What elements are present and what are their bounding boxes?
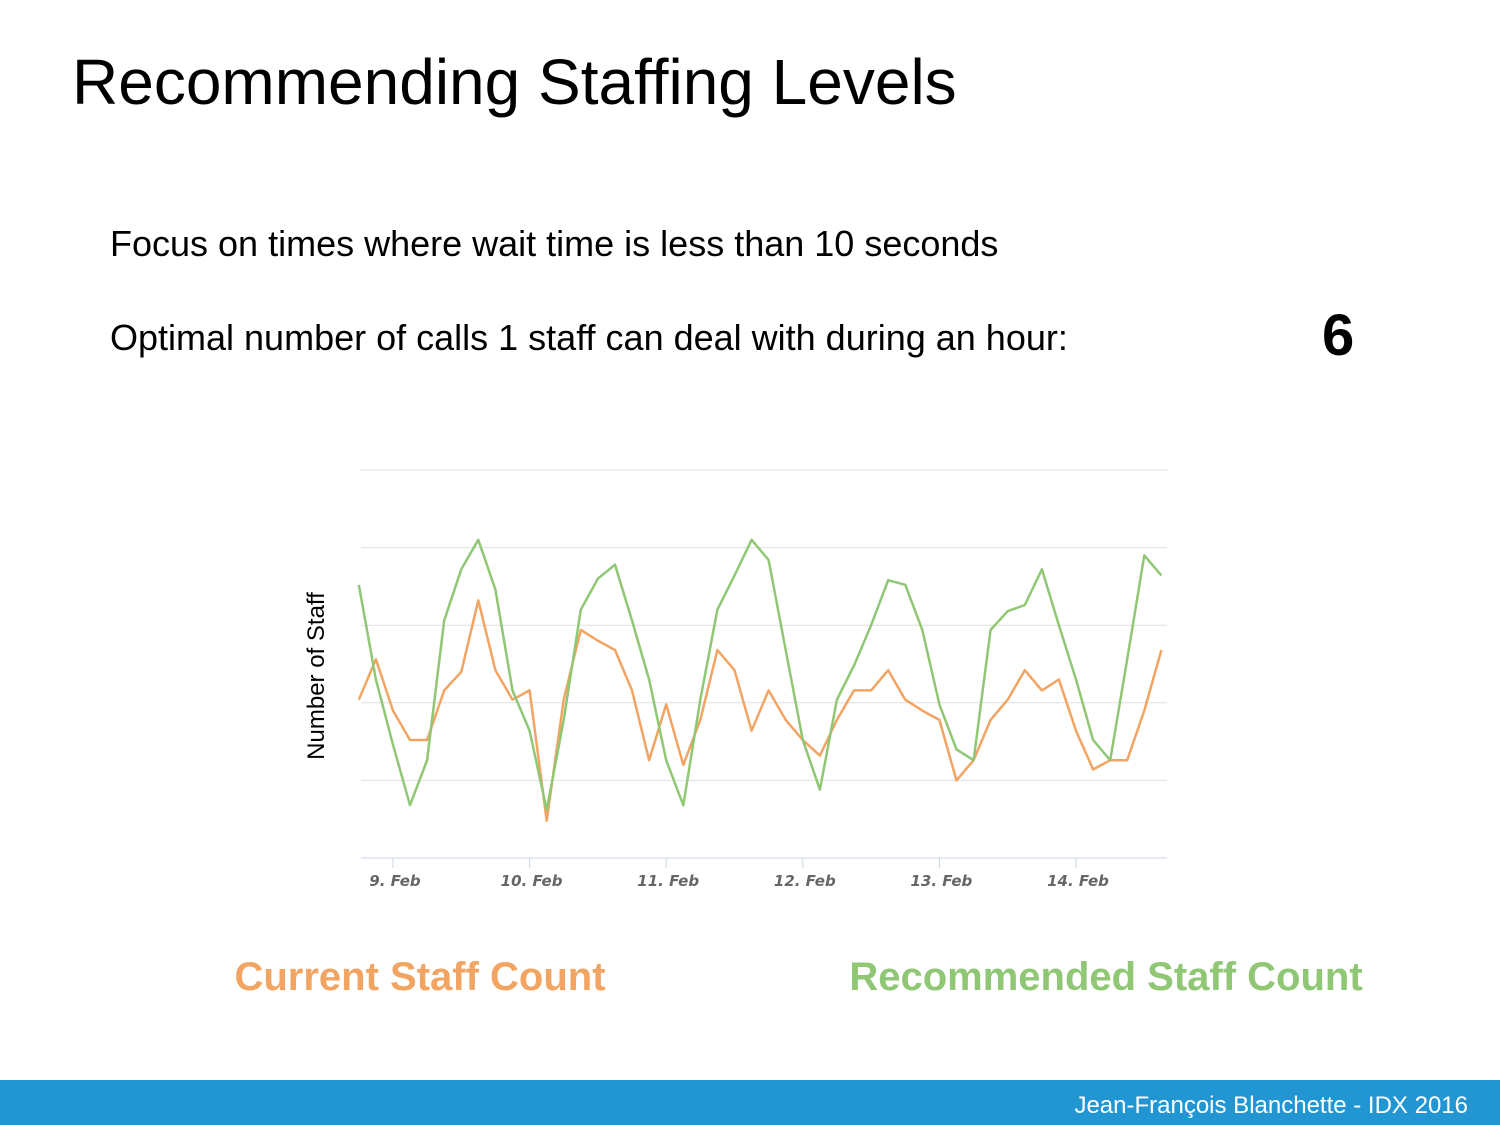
series-line bbox=[357, 538, 1163, 812]
optimal-text: Optimal number of calls 1 staff can deal… bbox=[110, 317, 1068, 358]
x-tick-label: 9. Feb bbox=[369, 872, 421, 890]
x-tick-label: 11. Feb bbox=[637, 872, 699, 890]
x-tick-label: 13. Feb bbox=[911, 872, 973, 890]
x-tick-label: 12. Feb bbox=[774, 872, 836, 890]
x-tick-label: 14. Feb bbox=[1047, 872, 1109, 890]
x-tick-label: 10. Feb bbox=[501, 872, 563, 890]
footer-bar bbox=[0, 1080, 1500, 1125]
footer-text: Jean-François Blanchette - IDX 2016 bbox=[1074, 1092, 1468, 1119]
series-line bbox=[357, 599, 1163, 823]
legend-entry: Recommended Staff Count bbox=[849, 955, 1362, 999]
plot: 9. Feb 10. Feb 11. Feb 12. Feb 13. Feb 14. Fe… bbox=[357, 469, 1167, 890]
focus-text: Focus on times where wait time is less t… bbox=[110, 223, 998, 264]
optimal-value: 6 bbox=[1322, 303, 1354, 368]
legend-entry: Current Staff Count bbox=[234, 955, 605, 999]
slide-title: Recommending Staffing Levels bbox=[72, 46, 957, 118]
y-axis-label: Number of Staff bbox=[303, 592, 330, 760]
